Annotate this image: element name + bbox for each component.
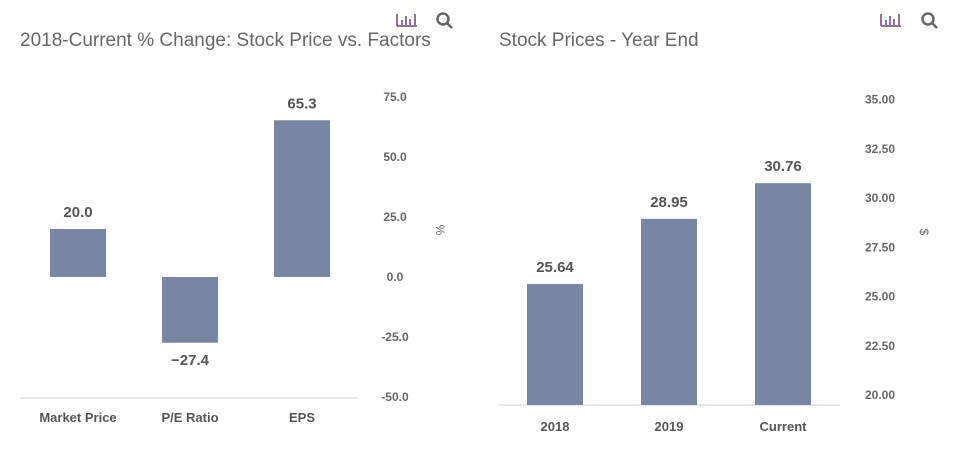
category-label: EPS (289, 410, 315, 425)
y-tick-label: 20.00 (865, 388, 895, 402)
y-tick-label: 75.0 (383, 90, 407, 104)
category-label: 2018 (541, 419, 570, 434)
bar (641, 218, 697, 405)
bar (274, 120, 330, 277)
y-tick-label: 25.0 (383, 210, 407, 224)
y-axis-label: % (433, 225, 447, 236)
data-label: −27.4 (171, 352, 210, 369)
y-tick-label: 30.00 (865, 191, 895, 205)
y-tick-label: 27.50 (865, 240, 895, 254)
category-label: 2019 (655, 419, 684, 434)
category-label: Market Price (39, 410, 116, 425)
y-tick-label: 32.50 (865, 142, 895, 156)
bar (527, 284, 583, 405)
bar-chart-icon (880, 14, 901, 27)
chart1-search-button[interactable] (436, 12, 453, 29)
bar (50, 229, 106, 277)
y-tick-label: 0.0 (387, 270, 404, 284)
bar (755, 183, 811, 405)
chart2: 35.00 32.50 30.00 27.50 25.00 22.50 20.00 25.64… (499, 93, 931, 434)
data-label: 65.3 (287, 95, 316, 112)
chart1-bar-chart-button[interactable] (396, 14, 417, 27)
y-tick-label: -50.0 (381, 390, 409, 404)
chart2-title: Stock Prices - Year End (499, 30, 699, 51)
data-label: 20.0 (63, 204, 92, 221)
y-tick-label: 50.0 (383, 150, 407, 164)
search-icon (436, 12, 453, 29)
category-label: P/E Ratio (161, 410, 218, 425)
y-tick-label: 35.00 (865, 93, 895, 107)
bar-chart-icon (396, 14, 417, 27)
chart1-title: 2018-Current % Change: Stock Price vs. F… (20, 30, 431, 51)
y-axis-label: $ (917, 229, 931, 236)
chart2-bar-chart-button[interactable] (880, 14, 901, 27)
data-label: 28.95 (650, 194, 688, 211)
chart1: 75.0 50.0 25.0 0.0 -25.0 -50.0 20.0 Market Pric… (20, 90, 447, 425)
search-icon (921, 12, 938, 29)
data-label: 30.76 (764, 158, 802, 175)
y-tick-label: -25.0 (381, 330, 409, 344)
y-tick-label: 22.50 (865, 339, 895, 353)
bar (162, 277, 218, 343)
data-label: 25.64 (536, 259, 574, 276)
category-label: Current (760, 419, 808, 434)
chart2-search-button[interactable] (921, 12, 938, 29)
y-tick-label: 25.00 (865, 290, 895, 304)
